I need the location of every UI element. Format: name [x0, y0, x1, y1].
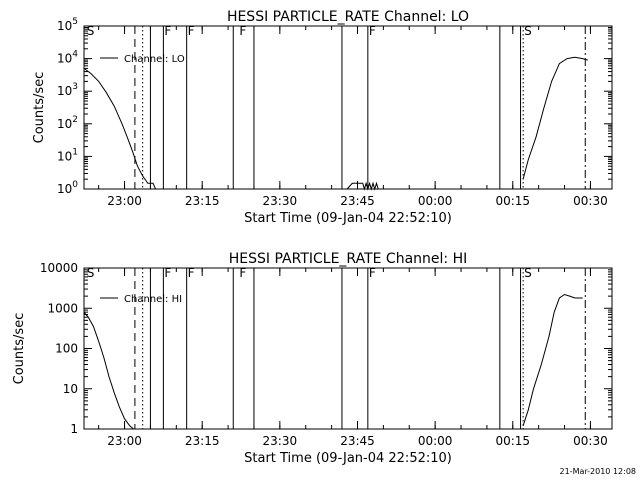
flag-label-F: F [369, 266, 376, 280]
x-tick-label: 00:15 [495, 434, 530, 448]
series-line [83, 67, 166, 190]
flag-label-S: S [87, 24, 95, 38]
x-tick-label: 00:15 [495, 194, 530, 208]
footer-timestamp: 21-Mar-2010 12:08 [560, 467, 637, 476]
chart-title: HESSI PARTICLE_RATE Channel: HI [229, 251, 467, 267]
x-tick-label: 23:30 [263, 194, 298, 208]
y-tick-label: 100 [55, 342, 78, 356]
y-tick-label: 1 [70, 422, 78, 436]
flag-label-F: F [188, 24, 195, 38]
x-tick-label: 23:00 [107, 194, 142, 208]
x-tick-label: 23:30 [263, 434, 298, 448]
x-tick-label: 23:45 [340, 194, 375, 208]
series-line [522, 56, 588, 180]
chart-title: HESSI PARTICLE_RATE Channel: LO [227, 9, 469, 25]
y-tick-label: 101 [57, 147, 78, 163]
flag-label-S: S [524, 266, 532, 280]
chart-panel-0: HESSI PARTICLE_RATE Channel: LO Start Tim… [32, 9, 613, 226]
series-line [83, 311, 134, 430]
x-tick-label: 00:30 [573, 434, 608, 448]
plot-frame [83, 25, 613, 190]
x-axis-label: Start Time (09-Jan-04 22:52:10) [244, 211, 452, 226]
x-tick-label: 00:00 [418, 194, 453, 208]
x-tick-label: 23:45 [340, 434, 375, 448]
y-tick-label: 105 [57, 17, 78, 33]
flag-label-S: S [524, 24, 532, 38]
x-tick-label: 23:00 [107, 434, 142, 448]
flag-label-F: F [188, 266, 195, 280]
x-tick-label: 00:30 [573, 194, 608, 208]
x-tick-label: 23:15 [185, 434, 220, 448]
y-tick-label: 10000 [40, 261, 78, 275]
flag-label-F: F [164, 266, 171, 280]
y-axis-label: Counts/sec [12, 313, 27, 385]
y-tick-label: 1000 [47, 301, 78, 315]
legend-label: Channel: LO [124, 54, 185, 65]
x-tick-label: 00:00 [418, 434, 453, 448]
flag-label-F: F [369, 24, 376, 38]
y-tick-label: 104 [57, 50, 78, 66]
y-axis-label: Counts/sec [32, 72, 47, 144]
y-tick-label: 10 [63, 382, 78, 396]
flag-label-F: F [239, 24, 246, 38]
flag-label-F: F [239, 266, 246, 280]
x-tick-label: 23:15 [185, 194, 220, 208]
chart-panel-1: HESSI PARTICLE_RATE Channel: HI Start Tim… [12, 251, 613, 466]
series-line [346, 181, 379, 191]
legend-label: Channel: HI [124, 294, 182, 305]
x-axis-label: Start Time (09-Jan-04 22:52:10) [244, 451, 452, 466]
y-tick-label: 103 [57, 82, 78, 98]
y-tick-label: 102 [57, 115, 78, 131]
y-tick-label: 100 [57, 180, 78, 196]
flag-label-S: S [87, 266, 95, 280]
flag-label-F: F [164, 24, 171, 38]
series-line [522, 293, 583, 426]
